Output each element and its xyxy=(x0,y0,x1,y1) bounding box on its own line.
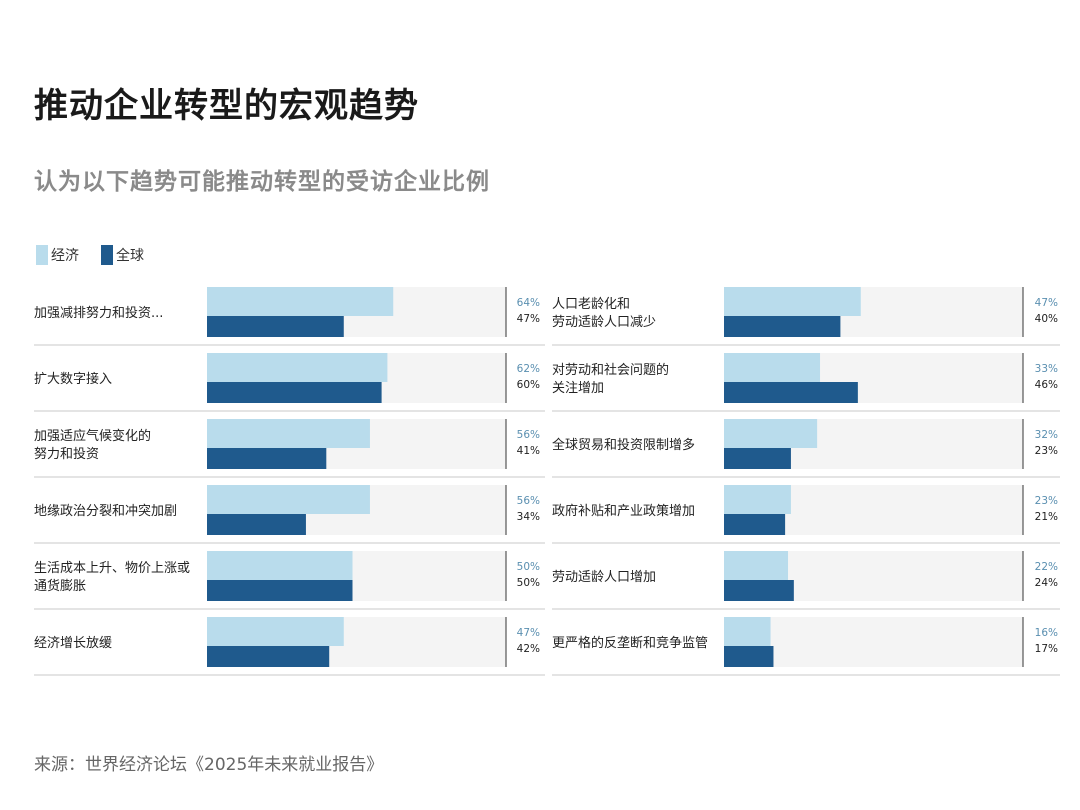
value-label-economy: 23% xyxy=(1035,495,1058,507)
value-label-economy: 64% xyxy=(517,297,540,309)
row-label: 关注增加 xyxy=(552,381,604,396)
bar-global xyxy=(724,580,794,601)
row-label: 劳动适龄人口减少 xyxy=(552,314,656,330)
bar-global xyxy=(724,448,791,469)
value-label-global: 42% xyxy=(517,643,540,655)
bar-global xyxy=(207,382,382,403)
row-label: 地缘政治分裂和冲突加剧 xyxy=(34,503,177,519)
row-label: 通货膨胀 xyxy=(34,578,86,594)
row-label: 全球贸易和投资限制增多 xyxy=(552,437,695,453)
bar-economy xyxy=(724,419,818,448)
value-label-economy: 32% xyxy=(1035,429,1058,441)
row-label: 人口老龄化和 xyxy=(552,297,630,312)
value-label-economy: 56% xyxy=(517,429,540,441)
bar-global xyxy=(207,448,327,469)
bar-economy xyxy=(724,551,789,580)
row-label: 扩大数字接入 xyxy=(34,371,112,387)
value-label-global: 47% xyxy=(517,313,540,325)
value-label-economy: 56% xyxy=(517,495,540,507)
chart-subtitle: 认为以下趋势可能推动转型的受访企业比例 xyxy=(34,169,490,195)
bar-economy xyxy=(207,287,394,316)
row-label: 劳动适龄人口增加 xyxy=(552,569,656,585)
value-label-economy: 16% xyxy=(1035,627,1058,639)
bar-economy xyxy=(207,485,370,514)
bar-global xyxy=(207,646,330,667)
bar-global xyxy=(724,646,774,667)
value-label-global: 46% xyxy=(1035,379,1058,391)
row-label: 加强减排努力和投资... xyxy=(34,305,163,321)
bar-global xyxy=(207,580,353,601)
value-label-economy: 62% xyxy=(517,363,540,375)
bar-global xyxy=(724,316,841,337)
row-label: 生活成本上升、物价上涨或 xyxy=(34,561,190,576)
legend-swatch-economy xyxy=(36,245,48,265)
bar-economy xyxy=(724,287,861,316)
value-label-global: 34% xyxy=(517,511,540,523)
bar-global xyxy=(724,514,786,535)
row-label: 对劳动和社会问题的 xyxy=(552,362,669,378)
value-label-global: 41% xyxy=(517,445,540,457)
bar-global xyxy=(724,382,858,403)
row-label: 加强适应气候变化的 xyxy=(34,428,151,444)
source-note: 来源：世界经济论坛《2025年未来就业报告》 xyxy=(34,755,384,775)
value-label-global: 21% xyxy=(1035,511,1058,523)
chart-title: 推动企业转型的宏观趋势 xyxy=(34,86,419,126)
row-label: 经济增长放缓 xyxy=(34,636,112,651)
value-label-economy: 47% xyxy=(517,627,540,639)
legend-swatch-global xyxy=(101,245,113,265)
bar-global xyxy=(207,514,306,535)
bar-economy xyxy=(724,617,771,646)
bar-economy xyxy=(207,617,344,646)
legend-label-economy: 经济 xyxy=(51,248,79,264)
bar-economy xyxy=(207,419,370,448)
row-label: 努力和投资 xyxy=(34,446,99,462)
bar-economy xyxy=(207,353,388,382)
bar-economy xyxy=(207,551,353,580)
bar-global xyxy=(207,316,344,337)
value-label-economy: 22% xyxy=(1035,561,1058,573)
value-label-global: 23% xyxy=(1035,445,1058,457)
value-label-global: 50% xyxy=(517,577,540,589)
row-label: 政府补贴和产业政策增加 xyxy=(552,503,695,519)
value-label-economy: 33% xyxy=(1035,363,1058,375)
value-label-global: 60% xyxy=(517,379,540,391)
value-label-global: 17% xyxy=(1035,643,1058,655)
value-label-global: 24% xyxy=(1035,577,1058,589)
value-label-economy: 47% xyxy=(1035,297,1058,309)
bar-economy xyxy=(724,353,821,382)
legend-label-global: 全球 xyxy=(116,248,144,264)
bar-track xyxy=(724,617,1023,667)
row-label: 更严格的反垄断和竞争监管 xyxy=(552,635,708,651)
value-label-global: 40% xyxy=(1035,313,1058,325)
value-label-economy: 50% xyxy=(517,561,540,573)
bar-economy xyxy=(724,485,791,514)
